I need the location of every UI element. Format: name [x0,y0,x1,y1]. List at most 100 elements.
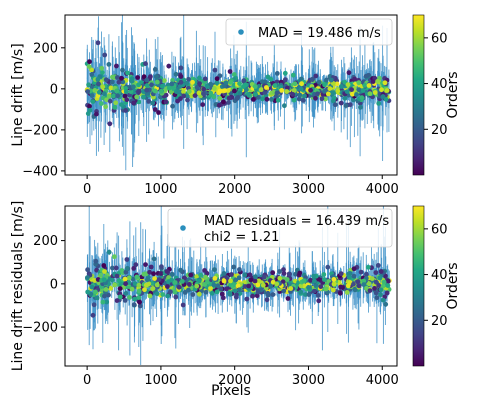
data-point [100,70,105,75]
data-point [86,82,91,88]
data-point [260,282,266,288]
data-point [90,312,96,318]
data-point [87,107,93,113]
x-tick-label: 2000 [218,373,251,388]
data-point [178,267,183,273]
data-point [299,81,304,87]
data-point [274,281,280,287]
data-point [306,292,312,297]
data-point [325,264,331,270]
data-point [196,291,202,297]
data-point [125,70,130,76]
data-point [318,284,324,289]
data-point [202,76,208,82]
data-points [84,40,392,127]
data-point [241,78,247,83]
data-point [312,278,317,284]
data-point [123,281,128,287]
data-point [144,87,150,93]
data-point [319,96,325,102]
data-point [108,85,114,91]
data-point [385,283,391,288]
data-point [349,87,354,92]
data-point [166,279,171,284]
data-point [145,277,150,283]
data-point [214,289,220,295]
data-point [94,295,100,301]
data-point [173,71,179,77]
data-point [205,279,210,285]
data-point [106,292,111,298]
panel-top: 0 1000 2000 3000 4000 −400 −200 0 200 Line drift… [10,14,461,197]
data-point [102,293,107,299]
x-tick-label: 0 [83,373,91,388]
data-point [260,96,265,102]
data-point [102,52,108,58]
data-point [324,77,329,83]
data-point [89,93,95,98]
data-point [135,75,141,80]
data-point [218,286,224,292]
data-point [287,271,292,277]
data-point [255,282,261,288]
data-point [112,282,117,288]
data-point [282,103,287,109]
data-point [196,75,202,81]
data-point [316,298,322,304]
data-point [94,111,99,117]
legend-marker-bottom [180,225,186,231]
ylabel-bottom: Line drift residuals [m/s] [10,201,26,372]
data-point [379,87,384,93]
data-point [384,88,390,93]
data-point [197,81,202,86]
data-point [244,296,250,302]
data-point [159,264,164,269]
data-point [227,291,233,297]
data-point [321,272,327,277]
data-point [221,278,227,284]
data-point [344,290,350,295]
data-point [132,296,138,302]
data-point [92,88,98,93]
data-point [95,40,101,46]
data-point [152,107,158,112]
data-point [123,89,129,95]
legend-bottom: MAD residuals = 16.439 m/s chi2 = 1.21 [167,208,393,248]
data-point [311,273,316,279]
data-point [137,303,143,309]
data-point [134,274,140,280]
data-point [270,292,276,297]
plot-frame-top [64,14,398,176]
data-point [380,283,386,289]
data-point [272,83,278,88]
data-point [158,271,164,276]
data-point [356,283,362,289]
data-point [250,293,256,299]
data-point [281,267,286,272]
data-point [350,91,355,97]
data-point [298,289,304,295]
data-point [166,63,172,69]
data-point [113,265,119,271]
colorbar-tick-label: 20 [431,123,448,138]
data-point [178,79,184,85]
data-point [253,92,258,97]
data-point [226,95,232,101]
data-point [151,256,157,262]
data-point [91,302,97,308]
data-point [214,80,220,86]
data-point [298,283,304,289]
data-point [361,282,367,287]
data-point [338,271,344,277]
data-point [187,282,192,287]
data-point [375,263,381,268]
data-point [298,86,304,92]
data-point [154,79,160,85]
data-point [347,102,353,108]
data-point [323,286,329,292]
colorbar-ticks-top: 20 40 60 [424,31,448,138]
ylabel-top: Line drift [m/s] [10,43,26,146]
data-point [366,281,372,287]
data-point [217,88,223,94]
data-point [333,102,338,108]
